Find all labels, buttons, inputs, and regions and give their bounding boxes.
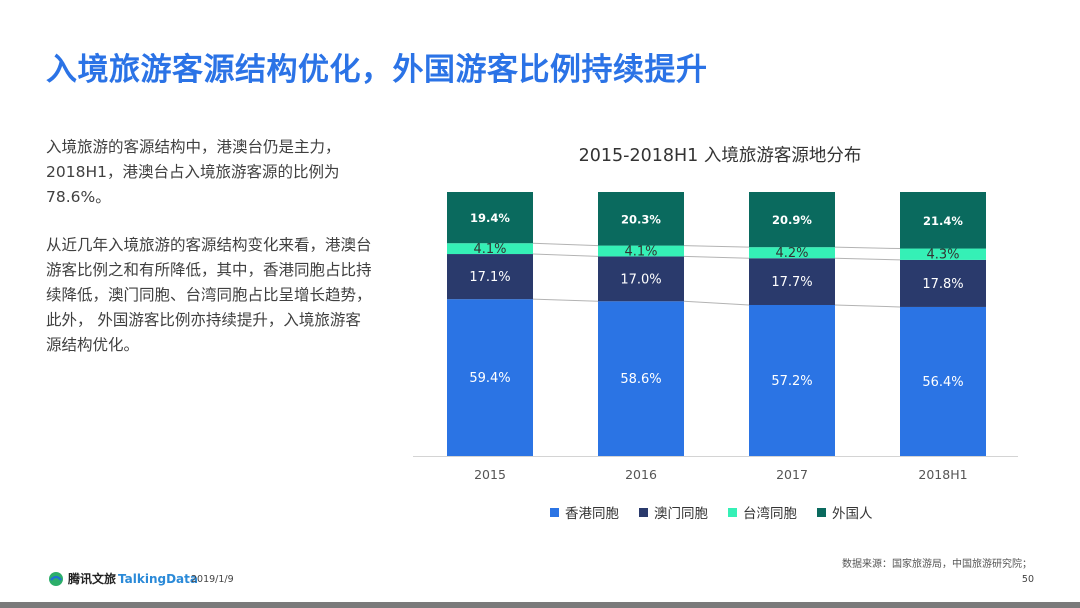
data-label-hongkong-2016: 58.6% [620,372,661,387]
legend-label-foreign: 外国人 [832,506,873,522]
series-line-macau-0 [532,253,599,257]
series-line-macau-2 [834,257,901,261]
series-line-hongkong-1 [683,300,750,306]
data-label-macau-2017: 17.7% [771,275,812,290]
series-line-taiwan-1 [683,245,750,248]
bar-taiwan-2016 [598,245,684,257]
analysis-paragraph: 从近几年入境旅游的客源结构变化来看，港澳台游客比例之和有所降低，其中，香港同胞占… [46,236,372,354]
talkingdata-logo: TalkingData [118,572,198,586]
data-label-hongkong-2017: 57.2% [771,374,812,389]
tencent-culture-tourism-logo: 腾讯文旅 [48,570,116,587]
bar-foreign-2017 [749,192,835,248]
page-title: 入境旅游客源结构优化，外国游客比例持续提升 [46,52,708,88]
data-label-foreign-2016: 20.3% [621,212,661,226]
legend-swatch-foreign [817,507,826,517]
bar-taiwan-2015 [447,243,533,255]
legend-item-foreign: 外国人 [817,502,873,522]
series-line-macau-1 [683,255,750,259]
legend-item-taiwan: 台湾同胞 [728,502,797,522]
chart-legend: 香港同胞 澳门同胞 台湾同胞 外国人 [550,502,873,522]
x-tick-label-2015: 2015 [474,467,506,482]
data-label-hongkong-2018H1: 56.4% [922,375,963,390]
page-number: 50 [1021,574,1034,585]
data-label-foreign-2017: 20.9% [772,213,812,227]
legend-item-hongkong: 香港同胞 [550,502,619,522]
legend-label-taiwan: 台湾同胞 [743,506,797,522]
data-source-note: 数据来源：国家旅游局，中国旅游研究院； [842,559,1032,570]
series-line-hongkong-2 [834,304,901,308]
bar-macau-2018H1 [900,259,986,307]
data-label-macau-2016: 17.0% [620,272,661,287]
bar-hongkong-2017 [749,304,835,456]
data-label-taiwan-2017: 4.2% [775,246,808,261]
data-label-hongkong-2015: 59.4% [469,371,510,386]
x-tick-label-2017: 2017 [776,467,808,482]
series-line-hongkong-0 [532,298,599,302]
legend-item-macau: 澳门同胞 [639,502,708,522]
x-tick-label-2018H1: 2018H1 [918,467,967,482]
data-label-taiwan-2016: 4.1% [624,245,657,260]
data-label-taiwan-2015: 4.1% [473,242,506,257]
x-tick-label-2016: 2016 [625,467,657,482]
bar-foreign-2015 [447,192,533,244]
bar-taiwan-2017 [749,247,835,259]
legend-label-macau: 澳门同胞 [654,506,708,522]
chart-title: 2015-2018H1 入境旅游客源地分布 [578,146,862,166]
report-date: 2019/1/9 [191,574,234,585]
bar-hongkong-2016 [598,301,684,456]
bar-foreign-2018H1 [900,192,986,249]
bar-foreign-2016 [598,192,684,246]
legend-label-hongkong: 香港同胞 [565,506,619,522]
series-line-taiwan-2 [834,246,901,250]
tencent-logo-text: 腾讯文旅 [68,572,117,586]
bar-macau-2015 [447,254,533,300]
data-label-foreign-2015: 19.4% [470,211,510,225]
data-label-macau-2018H1: 17.8% [922,277,963,292]
legend-swatch-hongkong [550,507,559,517]
data-label-taiwan-2018H1: 4.3% [926,248,959,263]
footer-bar [0,602,1080,608]
bar-hongkong-2015 [447,299,533,456]
series-line-taiwan-0 [532,242,599,247]
data-label-macau-2015: 17.1% [469,270,510,285]
bar-macau-2017 [749,258,835,305]
legend-swatch-taiwan [728,507,737,517]
bar-macau-2016 [598,256,684,302]
bar-hongkong-2018H1 [900,306,986,456]
data-label-foreign-2018H1: 21.4% [923,214,963,228]
bar-taiwan-2018H1 [900,248,986,260]
legend-swatch-macau [639,507,648,517]
tencent-logo-icon [49,571,63,586]
intro-paragraph: 入境旅游的客源结构中，港澳台仍是主力，2018H1，港澳台占入境旅游客源的比例为… [46,138,341,206]
